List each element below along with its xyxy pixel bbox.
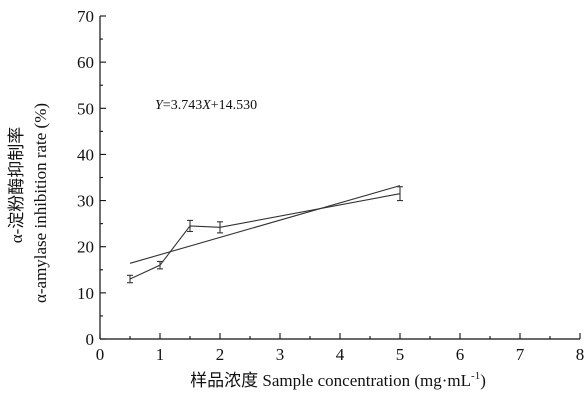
axes <box>99 16 580 340</box>
x-axis-label-exponent: -1 <box>471 370 480 382</box>
y-tick-label-5: 50 <box>77 99 94 118</box>
y-axis-label-line2: α-amylase inhibition rate (%) <box>31 103 50 303</box>
data-point-3 <box>217 221 223 234</box>
x-axis-label: 样品浓度 Sample concentration (mg·mL-1) <box>190 370 486 390</box>
data-series-group <box>127 186 403 284</box>
x-tick-label-7: 7 <box>516 345 525 364</box>
x-axis-label-main: 样品浓度 Sample concentration (mg·mL <box>190 371 471 390</box>
y-tick-label-4: 40 <box>77 145 94 164</box>
x-tick-label-6: 6 <box>456 345 465 364</box>
y-tick-label-3: 30 <box>77 192 94 211</box>
x-tick-label-8: 8 <box>576 345 585 364</box>
x-ticks <box>99 333 581 339</box>
fit-equation-slope: =3.743 <box>163 98 202 113</box>
y-tick-label-7: 70 <box>77 7 94 26</box>
fit-line-group <box>129 185 401 264</box>
x-tick-label-4: 4 <box>336 345 345 364</box>
y-tick-label-0: 0 <box>86 330 95 349</box>
y-axis-label-line1: α-淀粉酶抑制率 <box>7 127 26 244</box>
fit-equation-intercept: +14.530 <box>211 98 257 113</box>
y-ticks <box>100 15 106 340</box>
y-tick-label-2: 20 <box>77 238 94 257</box>
fit-equation: Y=3.743X+14.530 <box>155 98 257 113</box>
x-tick-labels: 0 1 2 3 4 5 6 7 8 <box>96 345 585 364</box>
x-tick-label-5: 5 <box>396 345 405 364</box>
x-axis-label-close: ) <box>480 371 486 390</box>
data-point-4 <box>397 186 403 202</box>
x-tick-label-1: 1 <box>156 345 165 364</box>
data-point-2 <box>187 219 193 233</box>
data-point-1 <box>157 260 163 270</box>
fit-equation-x: X <box>201 98 211 113</box>
y-tick-label-6: 60 <box>77 53 94 72</box>
y-tick-label-1: 10 <box>77 284 94 303</box>
x-tick-label-2: 2 <box>216 345 225 364</box>
fit-line <box>129 185 401 264</box>
series-line-0 <box>129 193 401 280</box>
x-tick-label-0: 0 <box>96 345 105 364</box>
x-tick-label-3: 3 <box>276 345 285 364</box>
data-point-0 <box>127 274 133 284</box>
y-tick-labels: 0 10 20 30 40 50 60 70 <box>77 7 94 349</box>
fit-equation-y: Y <box>155 98 165 113</box>
